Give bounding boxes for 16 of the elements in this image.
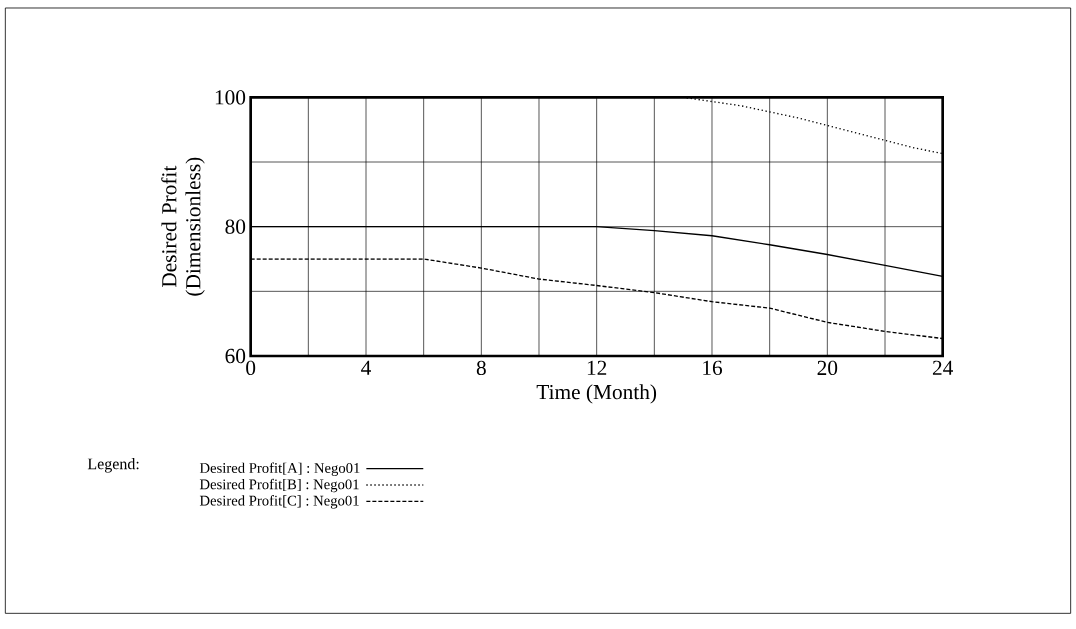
x-tick-label: 16 xyxy=(703,360,723,375)
legend-label: Desired Profit[A] : Nego01 xyxy=(199,462,360,476)
y-tick-label: 100 xyxy=(215,89,246,105)
legend-label: Desired Profit[C] : Nego01 xyxy=(199,494,359,509)
x-axis-title: Time (Month) xyxy=(536,384,657,404)
x-tick-label: 0 xyxy=(246,360,256,375)
y-tick-label: 60 xyxy=(225,348,246,364)
x-tick-label: 4 xyxy=(361,360,371,375)
legend-title: Legend: xyxy=(87,457,139,473)
y-tick-label: 80 xyxy=(225,219,246,234)
x-tick-label: 8 xyxy=(476,360,486,375)
x-tick-label: 12 xyxy=(587,360,607,375)
x-tick-label: 24 xyxy=(932,360,953,375)
y-axis-title: Desired Profit (Dimensionless) xyxy=(161,157,205,296)
legend-label: Desired Profit[B] : Nego01 xyxy=(199,478,359,493)
x-tick-label: 20 xyxy=(817,360,838,375)
